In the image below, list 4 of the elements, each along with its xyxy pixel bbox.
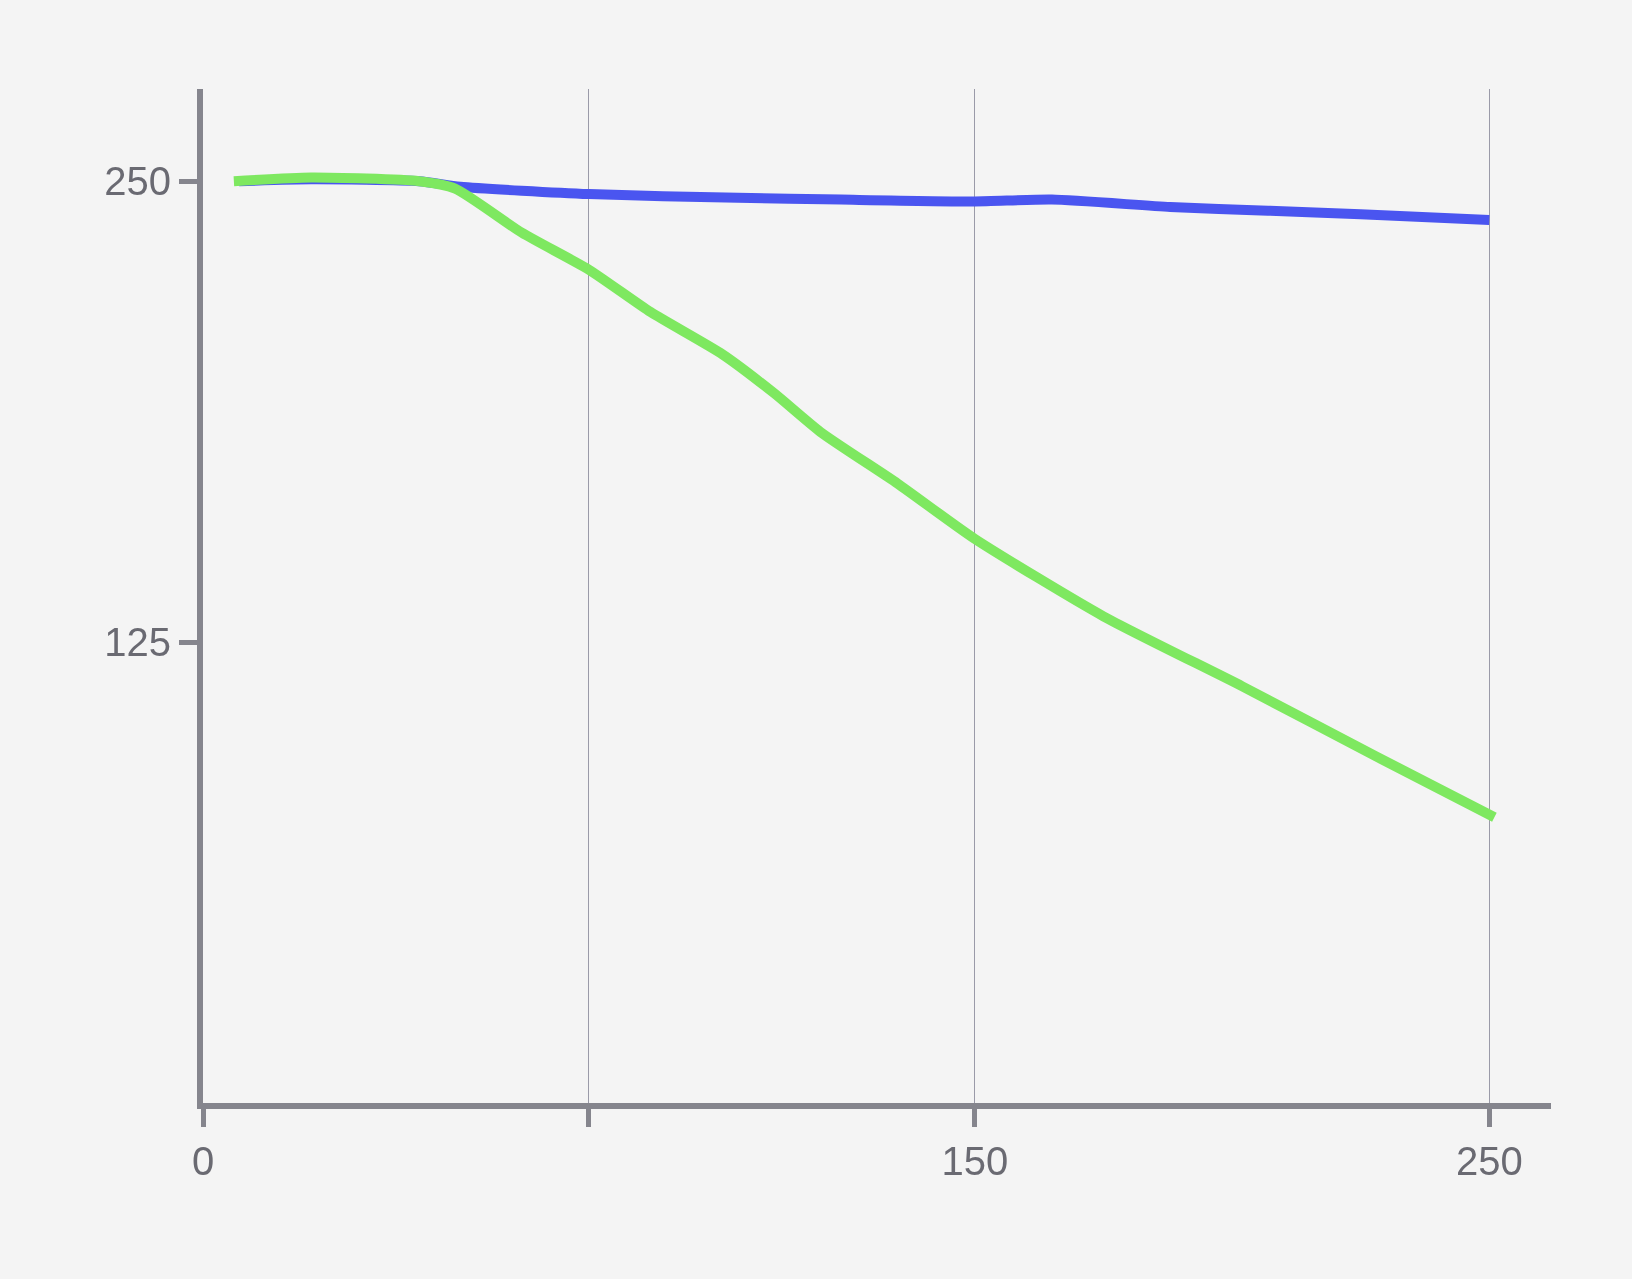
x-tick-label: 0 xyxy=(191,1139,215,1183)
y-tick-label: 125 xyxy=(104,620,171,665)
x-tick-label: 250 xyxy=(1455,1139,1523,1183)
x-tick-label: 150 xyxy=(941,1139,1009,1183)
